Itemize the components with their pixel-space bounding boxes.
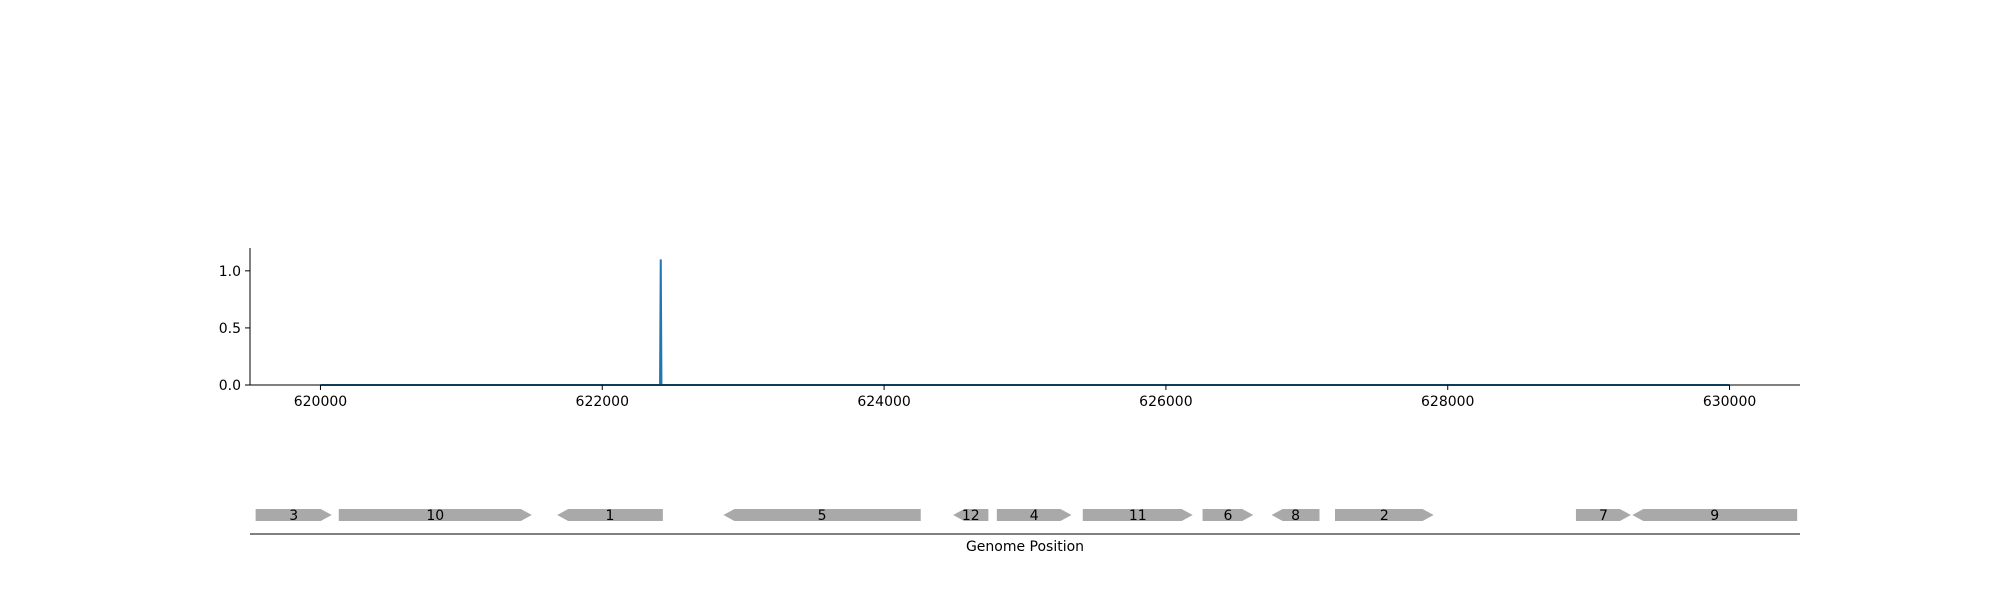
gene-label: 6	[1223, 508, 1232, 524]
x-tick-label: 620000	[294, 394, 347, 410]
gene-label: 4	[1030, 508, 1039, 524]
gene-arrow	[1575, 509, 1631, 521]
gene-arrow	[1271, 509, 1320, 521]
gene-arrow	[255, 509, 332, 521]
y-tick-label: 1.0	[219, 264, 241, 280]
gene-arrow	[996, 509, 1072, 521]
gene-arrow	[1202, 509, 1254, 521]
gene-label: 3	[289, 508, 298, 524]
gene-arrow	[1632, 509, 1798, 521]
gene-arrow	[1335, 509, 1434, 521]
signal-series-group	[320, 259, 1730, 386]
gene-label: 1	[606, 508, 615, 524]
signal-plot-panel: 620000 622000 624000 626000 628000 630000 0.0…	[219, 248, 1800, 410]
x-axis-ticks: 620000 622000 624000 626000 628000 630000	[294, 385, 1756, 410]
x-tick-label: 626000	[1139, 394, 1192, 410]
gene-label: 5	[818, 508, 827, 524]
x-tick-label: 624000	[857, 394, 910, 410]
gene-label: 10	[426, 508, 444, 524]
gene-arrow	[1082, 509, 1193, 521]
gene-arrow	[953, 509, 989, 521]
x-tick-label: 630000	[1703, 394, 1756, 410]
y-tick-label: 0.0	[219, 378, 241, 394]
gene-label: 8	[1291, 508, 1300, 524]
gene-arrows-group: 3 10 1 5 12 4 11 6 8 2 7 9	[255, 508, 1798, 524]
x-tick-label: 622000	[576, 394, 629, 410]
gene-arrow	[338, 509, 532, 521]
y-axis-ticks: 0.0 0.5 1.0	[219, 264, 250, 394]
gene-label: 7	[1599, 508, 1608, 524]
x-tick-label: 628000	[1421, 394, 1474, 410]
y-tick-label: 0.5	[219, 321, 241, 337]
gene-label: 9	[1710, 508, 1719, 524]
gene-label: 12	[962, 508, 980, 524]
gene-arrow	[557, 509, 663, 521]
gene-label: 2	[1380, 508, 1389, 524]
x-axis-label: Genome Position	[966, 539, 1084, 555]
gene-track-panel: 3 10 1 5 12 4 11 6 8 2 7 9 Genome Position	[250, 508, 1800, 555]
signal-line	[320, 259, 1730, 386]
gene-arrow	[723, 509, 921, 521]
gene-label: 11	[1129, 508, 1147, 524]
